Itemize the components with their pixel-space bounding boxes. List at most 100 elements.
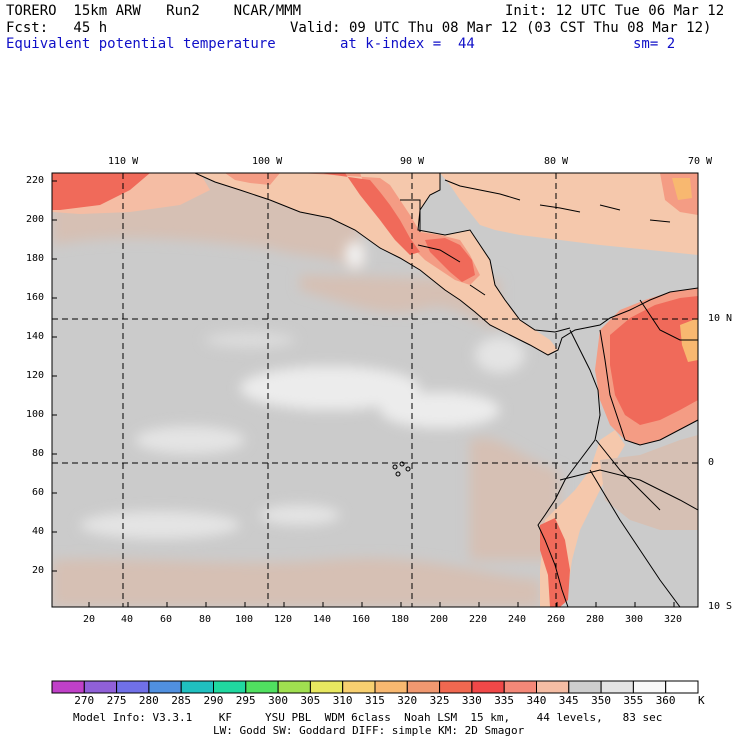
colorbar-swatch bbox=[180, 680, 214, 694]
colorbar-swatch bbox=[536, 680, 570, 694]
colorbar-label: 290 bbox=[203, 694, 224, 707]
x-tick-label: 220 bbox=[469, 614, 488, 625]
colorbar-swatch bbox=[83, 680, 118, 694]
caribbean-orange bbox=[672, 178, 692, 200]
x-tick-label: 20 bbox=[83, 614, 96, 625]
lon-label: 90 W bbox=[400, 156, 425, 167]
x-tick-label: 260 bbox=[547, 614, 566, 625]
colorbar-swatch bbox=[665, 680, 699, 694]
tick-marks bbox=[52, 180, 675, 607]
x-tick-label: 300 bbox=[625, 614, 644, 625]
x-tick-label: 80 bbox=[199, 614, 212, 625]
colorbar-swatch bbox=[342, 680, 376, 694]
colorbar-label: 315 bbox=[365, 694, 385, 707]
colorbar-label: 355 bbox=[623, 694, 644, 707]
y-tick-label: 80 bbox=[32, 448, 45, 459]
y-tick-label: 60 bbox=[32, 487, 45, 498]
smoothing-info: sm= 2 bbox=[633, 36, 676, 52]
x-tick-label: 140 bbox=[313, 614, 332, 625]
x-tick-label: 320 bbox=[664, 614, 683, 625]
x-tick-label: 200 bbox=[430, 614, 449, 625]
colorbar-label: 285 bbox=[171, 694, 192, 707]
colorbar-label: 310 bbox=[332, 694, 353, 707]
y-tick-label: 100 bbox=[26, 409, 45, 420]
x-tick-label: 160 bbox=[352, 614, 371, 625]
colorbar-label: 340 bbox=[526, 694, 547, 707]
level-info: at k-index = 44 bbox=[340, 36, 475, 52]
colombia-red bbox=[610, 296, 698, 425]
y-tick-label: 40 bbox=[32, 526, 45, 537]
colorbar-label: 330 bbox=[461, 694, 482, 707]
y-tick-label: 200 bbox=[26, 214, 45, 225]
colorbar-swatch bbox=[632, 680, 667, 694]
forecast-hour: Fcst: 45 h bbox=[6, 20, 108, 36]
peru-red bbox=[540, 518, 570, 607]
y-tick-label: 180 bbox=[26, 253, 45, 264]
colorbar-label: 325 bbox=[429, 694, 450, 707]
colorbar-unit: K bbox=[698, 694, 705, 707]
x-tick-label: 60 bbox=[160, 614, 173, 625]
colorbar-swatch bbox=[503, 680, 538, 694]
colorbar-label: 305 bbox=[300, 694, 321, 707]
colorbar bbox=[51, 680, 699, 694]
colorbar-swatch bbox=[213, 680, 247, 694]
init-time: Init: 12 UTC Tue 06 Mar 12 bbox=[505, 3, 725, 19]
colorbar-swatch bbox=[406, 680, 441, 694]
lat-label: 0 bbox=[708, 457, 715, 468]
colorbar-swatch bbox=[439, 680, 473, 694]
colorbar-label: 275 bbox=[106, 694, 127, 707]
x-tick-label: 40 bbox=[121, 614, 134, 625]
x-tick-label: 120 bbox=[274, 614, 293, 625]
galapagos-islands bbox=[392, 461, 411, 477]
lon-label: 100 W bbox=[252, 156, 283, 167]
colorbar-swatch bbox=[374, 680, 408, 694]
field-name: Equivalent potential temperature bbox=[6, 36, 276, 52]
baja-salmon bbox=[225, 173, 280, 185]
model-title: TORERO 15km ARW Run2 NCAR/MMM bbox=[6, 3, 302, 19]
y-tick-label: 120 bbox=[26, 370, 45, 381]
colorbar-label: 300 bbox=[268, 694, 288, 707]
colorbar-label: 335 bbox=[494, 694, 515, 707]
colorbar-swatch bbox=[277, 680, 311, 694]
colorbar-label: 295 bbox=[235, 694, 256, 707]
lat-label: 10 N bbox=[708, 313, 733, 324]
coastlines bbox=[194, 173, 698, 607]
colorbar-label: 320 bbox=[397, 694, 418, 707]
colorbar-swatch bbox=[148, 680, 182, 694]
nw-red bbox=[52, 173, 150, 210]
lon-label: 70 W bbox=[688, 156, 713, 167]
y-tick-label: 20 bbox=[32, 565, 45, 576]
light-patches bbox=[80, 241, 525, 539]
graticule bbox=[52, 173, 698, 607]
caribbean-peach bbox=[440, 173, 698, 255]
y-tick-label: 140 bbox=[26, 331, 45, 342]
colorbar-label: 345 bbox=[558, 694, 579, 707]
lat-label: 10 S bbox=[708, 601, 733, 612]
mexico-red bbox=[320, 173, 420, 255]
model-info-line1: Model Info: V3.3.1 KF YSU PBL WDM 6class… bbox=[73, 711, 663, 724]
colorbar-swatch bbox=[51, 680, 85, 694]
colorbar-label: 350 bbox=[591, 694, 611, 707]
colorbar-swatch bbox=[600, 680, 634, 694]
valid-time: Valid: 09 UTC Thu 08 Mar 12 (03 CST Thu … bbox=[290, 20, 712, 36]
colorbar-label: 280 bbox=[138, 694, 159, 707]
x-tick-label: 100 bbox=[235, 614, 254, 625]
colorbar-swatch bbox=[471, 680, 505, 694]
model-info-line2: LW: Godd SW: Goddard DIFF: simple KM: 2D… bbox=[213, 724, 525, 737]
plot-frame bbox=[51, 172, 699, 608]
theta-e-field bbox=[52, 173, 698, 607]
y-tick-label: 160 bbox=[26, 292, 45, 303]
lon-label: 110 W bbox=[108, 156, 139, 167]
colorbar-swatch bbox=[568, 680, 602, 694]
colorbar-swatch bbox=[116, 680, 150, 694]
x-tick-label: 180 bbox=[391, 614, 410, 625]
y-tick-label: 220 bbox=[26, 175, 45, 186]
colorbar-label: 360 bbox=[655, 694, 676, 707]
colorbar-swatch bbox=[309, 680, 344, 694]
colorbar-label: 270 bbox=[74, 694, 95, 707]
lon-label: 80 W bbox=[544, 156, 569, 167]
x-tick-label: 240 bbox=[508, 614, 527, 625]
colorbar-swatch bbox=[245, 680, 279, 694]
amazon-tan bbox=[600, 435, 698, 530]
